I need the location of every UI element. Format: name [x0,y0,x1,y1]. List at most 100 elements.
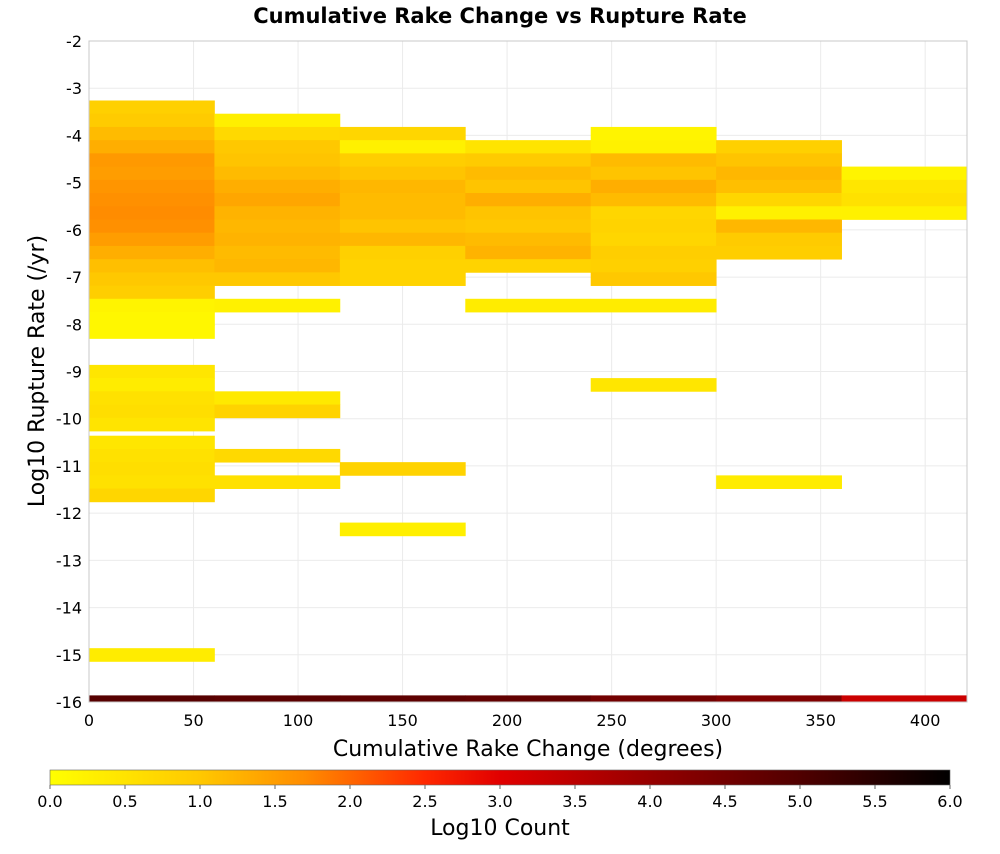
heatmap-cell-58 [339,272,466,286]
heatmap-cell-43 [214,391,341,405]
heatmap-cell-30 [214,126,341,141]
heatmap-cell-35 [214,193,341,207]
y-tick-label-5: -7 [66,268,82,287]
heatmap-cell-94 [716,245,842,260]
heatmap-cell-9 [89,219,215,234]
heatmap-cell-64 [465,179,592,194]
y-tick-label-4: -6 [66,221,82,240]
x-tick-label-3: 150 [387,711,418,730]
colorbar-tick-label-12: 6.0 [937,792,962,811]
heatmap-cell-69 [465,245,592,260]
colorbar-tick-label-1: 0.5 [112,792,137,811]
heatmap-cell-2 [89,126,215,141]
heatmap-cell-28 [89,648,215,662]
colorbar [49,769,951,786]
colorbar-tick-label-9: 4.5 [712,792,737,811]
heatmap-cell-38 [214,232,341,247]
heatmap-cell-48 [339,140,466,154]
heatmap-cell-22 [89,417,215,432]
y-tick-label-1: -3 [66,79,82,98]
heatmap-cell-92 [716,219,842,234]
heatmap-cell-1 [89,113,215,128]
heatmap-cell-39 [214,245,341,260]
y-tick-label-9: -11 [56,457,82,476]
heatmap-cell-82 [590,259,717,273]
x-tick-label-1: 50 [183,711,203,730]
heatmap-cell-98 [841,193,968,207]
heatmap-cell-20 [89,391,215,405]
heatmap-cell-27 [89,488,215,503]
heatmap-cell-16 [89,312,215,326]
colorbar-tick-label-7: 3.5 [562,792,587,811]
heatmap-cell-11 [89,245,215,260]
heatmap-cell-85 [590,378,717,392]
x-axis-label: Cumulative Rake Change (degrees) [333,737,723,762]
x-tick-label-8: 400 [910,711,941,730]
heatmap-cell-42 [214,298,341,313]
bottom-row-cell-2 [339,695,466,702]
colorbar-tick-label-8: 4.0 [637,792,662,811]
heatmap-cell-19 [89,378,215,392]
heatmap-cell-33 [214,166,341,181]
heatmap-cell-15 [89,298,215,313]
heatmap-cell-45 [214,448,341,463]
x-tick-label-2: 100 [283,711,314,730]
heatmap-cell-90 [716,193,842,207]
y-tick-label-13: -15 [56,646,82,665]
y-tick-label-12: -14 [56,599,82,618]
heatmap-cell-49 [339,153,466,167]
colorbar-tick-label-4: 2.0 [337,792,362,811]
colorbar-tick-label-10: 5.0 [787,792,812,811]
y-tick-label-8: -10 [56,410,82,429]
heatmap-cell-62 [465,153,592,167]
heatmap-cell-8 [89,206,215,220]
heatmap-cell-83 [590,272,717,286]
heatmap-cell-13 [89,272,215,286]
heatmap-cell-25 [89,462,215,476]
heatmap-cell-17 [89,325,215,339]
colorbar-label: Log10 Count [430,816,570,841]
heatmap-cell-70 [465,259,592,273]
heatmap-cell-36 [214,206,341,220]
heatmap-cell-79 [590,219,717,234]
heatmap-cell-54 [339,219,466,234]
heatmap-cell-81 [590,245,717,260]
heatmap-cell-97 [841,179,968,194]
y-tick-label-10: -12 [56,504,82,523]
heatmap-cell-26 [89,475,215,489]
y-axis-label: Log10 Rupture Rate (/yr) [25,235,50,507]
heatmap-cell-99 [841,206,968,220]
heatmap-cell-71 [465,298,592,313]
heatmap-cell-89 [716,179,842,194]
y-tick-label-3: -5 [66,174,82,193]
colorbar-ticks: 0.0 0.5 1.0 1.5 2.0 2.5 3.0 3.5 4.0 4.5 5.0 5.5 6.0 [37,785,963,811]
bottom-row-cell-4 [590,695,717,702]
heatmap-cell-65 [465,193,592,207]
x-tick-label-7: 350 [805,711,836,730]
heatmap-cell-46 [214,475,341,489]
heatmap-cell-50 [339,166,466,181]
x-tick-label-6: 300 [701,711,732,730]
colorbar-tick-label-3: 1.5 [262,792,287,811]
heatmap-cell-95 [716,475,842,489]
heatmap-cell-84 [590,298,717,313]
heatmap-cell-61 [465,140,592,154]
y-tick-label-6: -8 [66,315,82,334]
heatmap-cell-44 [214,404,341,419]
heatmap-cell-47 [339,126,466,141]
heatmap-cell-80 [590,232,717,247]
heatmap-cell-18 [89,364,215,379]
heatmap-cell-7 [89,193,215,207]
heatmap-cell-72 [590,126,717,141]
heatmap-cell-52 [339,193,466,207]
heatmap-cell-32 [214,153,341,167]
y-tick-label-14: -16 [56,693,82,712]
colorbar-tick-label-6: 3.0 [487,792,512,811]
colorbar-tick-label-5: 2.5 [412,792,437,811]
bottom-row-cell-3 [465,695,592,702]
bottom-row-cell-6 [841,695,968,702]
heatmap-cell-56 [339,245,466,260]
heatmap-cell-23 [89,435,215,450]
